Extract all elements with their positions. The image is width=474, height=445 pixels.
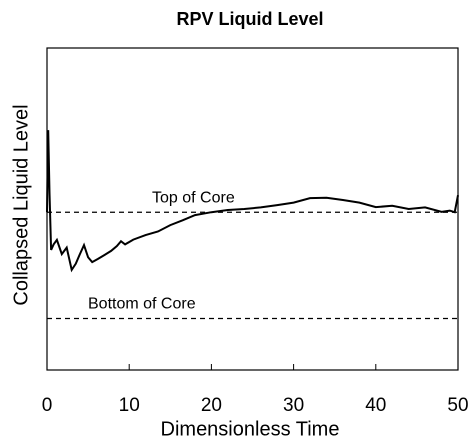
x-tick-label: 0: [42, 395, 53, 416]
x-tick-label: 30: [283, 395, 304, 416]
x-tick-label: 20: [201, 395, 222, 416]
data-line: [46, 130, 459, 273]
x-tick-label: 10: [119, 395, 140, 416]
x-tick-label: 40: [365, 395, 386, 416]
y-axis-label: Collapsed Liquid Level: [10, 104, 32, 305]
annotation: Bottom of Core: [88, 296, 196, 313]
x-axis-label: Dimensionless Time: [161, 418, 340, 440]
annotation: Top of Core: [152, 189, 235, 206]
chart-title: RPV Liquid Level: [176, 9, 323, 29]
x-tick-label: 50: [447, 395, 468, 416]
